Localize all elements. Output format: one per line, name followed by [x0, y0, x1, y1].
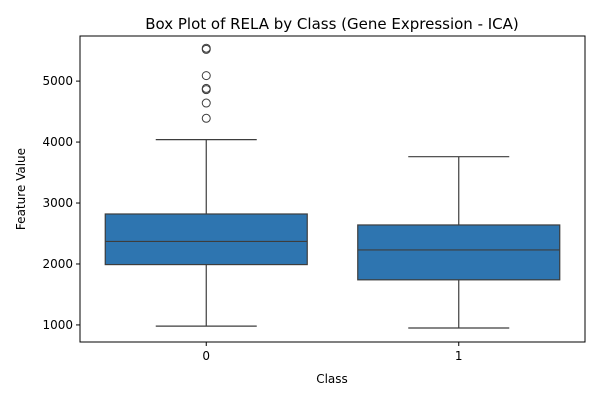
x-axis-label: Class	[316, 372, 348, 386]
axes: 1000 2000 3000 4000 5000 0 1	[42, 74, 462, 363]
outlier-point	[201, 98, 211, 108]
outlier-point	[201, 71, 211, 81]
y-tick-label: 3000	[42, 196, 73, 210]
x-tick-label: 0	[202, 349, 210, 363]
box-iqr	[104, 213, 308, 266]
outlier-point	[201, 43, 211, 53]
chart-title: Box Plot of RELA by Class (Gene Expressi…	[145, 15, 519, 33]
y-tick-label: 2000	[42, 257, 73, 271]
plot-area	[104, 43, 561, 329]
x-tick-label: 1	[455, 349, 463, 363]
y-tick-label: 5000	[42, 74, 73, 88]
box-group-class-1	[357, 156, 561, 329]
y-tick-label: 4000	[42, 135, 73, 149]
y-tick-label: 1000	[42, 318, 73, 332]
y-axis-label: Feature Value	[14, 148, 28, 230]
plot-frame	[79, 35, 586, 343]
box-group-class-0	[104, 43, 308, 327]
outlier-point	[201, 113, 211, 123]
outlier-point	[201, 83, 211, 93]
box-iqr	[357, 224, 561, 281]
